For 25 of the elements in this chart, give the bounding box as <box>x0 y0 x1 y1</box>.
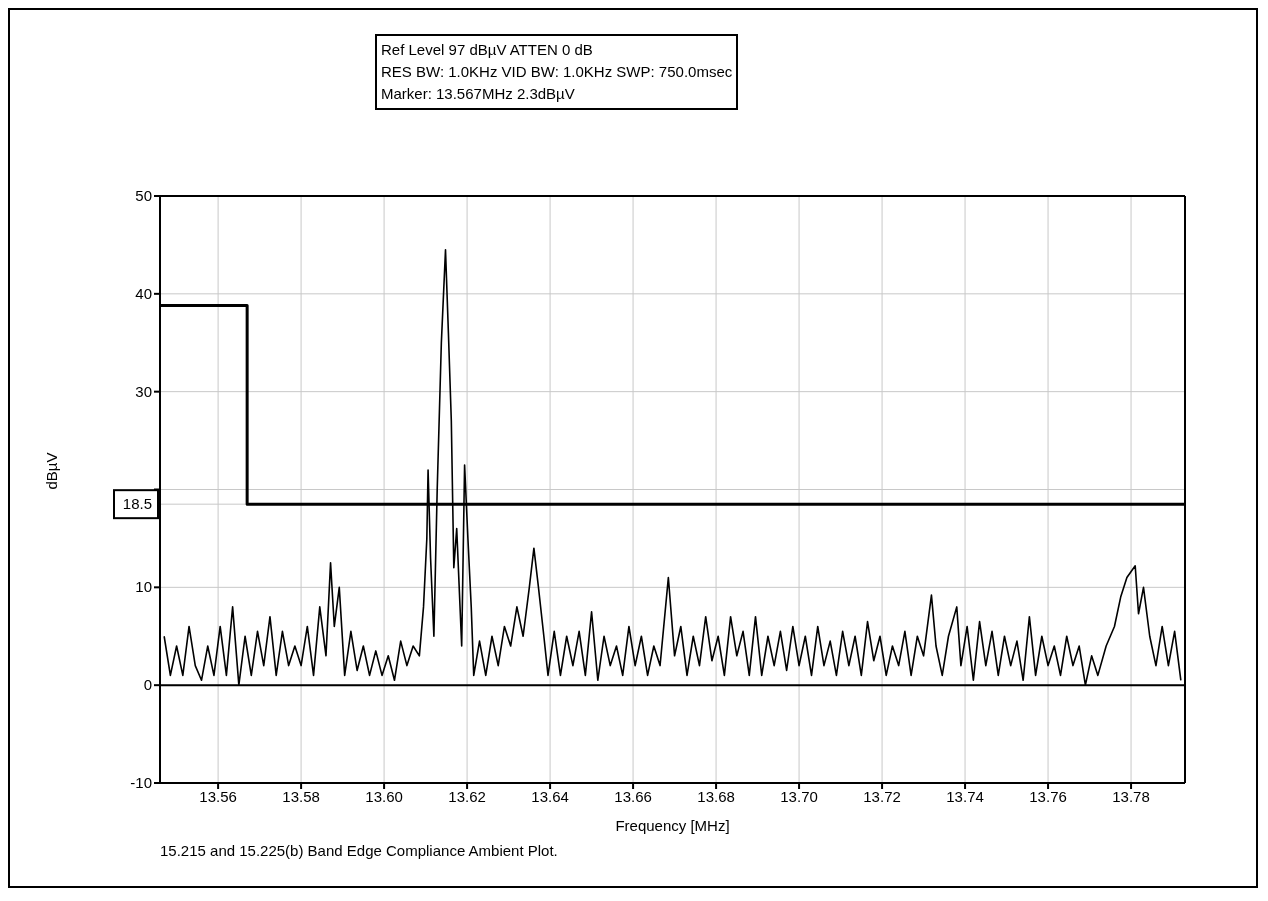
y-tick-label: -10 <box>130 774 152 791</box>
text: Ref Level 97 dBµV ATTEN 0 dB <box>381 40 594 60</box>
y-tick-label: 30 <box>135 382 152 400</box>
x-tick-label: 13.66 <box>614 787 652 805</box>
text: RES BW: 1.0KHz VID BW: 1.0KHz SWP: 750.0msec <box>381 62 733 82</box>
x-tick-label: 13.62 <box>448 787 486 805</box>
y-tick-label: 0 <box>143 676 152 694</box>
x-tick-label: 13.56 <box>199 787 237 805</box>
x-tick-label: 13.60 <box>365 787 403 805</box>
x-tick-label: 13.64 <box>531 787 569 805</box>
x-tick-label: 13.70 <box>780 787 818 805</box>
y-tick-label: 50 <box>135 187 152 204</box>
x-tick-label: 13.78 <box>1112 787 1150 805</box>
x-tick-label: 13.68 <box>697 787 735 805</box>
text: 15.215 and 15.225(b) Band Edge Compliance Ambient Plot. <box>160 842 558 859</box>
x-axis-title: Frequency [MHz] <box>615 817 730 834</box>
x-tick-label: 13.76 <box>1029 787 1067 805</box>
x-tick-label: 13.58 <box>282 787 320 805</box>
text: Marker: 13.567MHz 2.3dBµV <box>381 84 576 104</box>
x-tick-label: 13.72 <box>863 787 901 805</box>
x-tick-label: 13.74 <box>946 787 984 805</box>
y-tick-label: 18.5 <box>122 495 152 513</box>
y-tick-label: 40 <box>135 284 152 302</box>
y-tick-label: 10 <box>135 578 152 596</box>
y-axis-title: dBµV <box>43 452 61 490</box>
